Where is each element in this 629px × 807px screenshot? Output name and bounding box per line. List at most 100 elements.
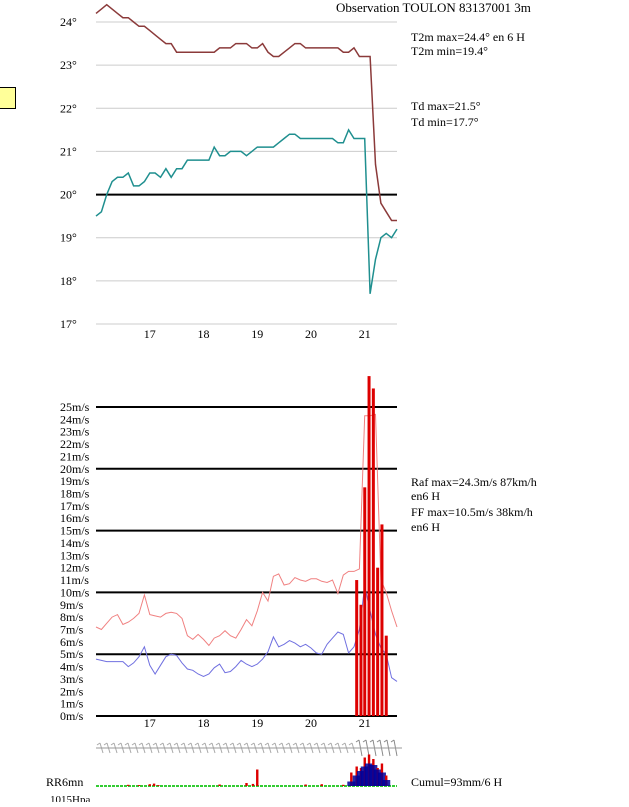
wind-y-tick: 16m/s bbox=[60, 511, 90, 525]
wind-barb-tick bbox=[145, 742, 150, 746]
wind-barb-tick bbox=[201, 742, 206, 746]
wind-y-tick: 19m/s bbox=[60, 474, 90, 488]
rain-bar bbox=[376, 567, 380, 716]
rain-bar bbox=[367, 376, 371, 716]
rain-strip bbox=[96, 754, 397, 787]
wind-barb-tick bbox=[159, 742, 164, 746]
rain-strip-bar bbox=[157, 785, 160, 786]
t2m-max-annotation: T2m max=24.4° en 6 H bbox=[411, 30, 525, 44]
chart-title: Observation TOULON 83137001 3m bbox=[336, 0, 531, 15]
wind-barb-tick bbox=[124, 742, 129, 746]
wind-barb-tick bbox=[271, 742, 276, 746]
temperature-y-tick: 18° bbox=[60, 274, 77, 288]
wind-barb-tick bbox=[117, 742, 122, 746]
gust-series-line bbox=[95, 413, 398, 647]
wind-y-tick: 24m/s bbox=[60, 412, 90, 426]
wind-y-tick: 0m/s bbox=[60, 709, 84, 723]
wind-y-tick: 4m/s bbox=[60, 660, 84, 674]
wind-barb-tick bbox=[215, 742, 220, 746]
t2m-min-annotation: T2m min=19.4° bbox=[411, 44, 488, 58]
rain-strip-bar bbox=[127, 784, 130, 786]
temperature-y-tick-labels: 17° 18° 19° 20° 21° 22° 23° 24° bbox=[60, 15, 77, 331]
td-max-annotation: Td max=21.5° bbox=[411, 99, 481, 113]
wind-barb-tick bbox=[390, 739, 395, 743]
status-flag-box[interactable] bbox=[0, 87, 16, 109]
wind-barb-tick bbox=[222, 742, 227, 746]
wind-series bbox=[95, 413, 398, 682]
temperature-y-tick: 24° bbox=[60, 15, 77, 29]
wind-barb-tick bbox=[131, 742, 136, 746]
wind-barb-tick bbox=[138, 742, 143, 746]
rain-bar bbox=[359, 604, 363, 716]
rain-strip-bar bbox=[342, 784, 345, 786]
wind-barb-tick bbox=[327, 742, 332, 746]
t2m-series-line bbox=[95, 3, 397, 222]
wind-y-tick-labels: 0m/s1m/s2m/s3m/s4m/s5m/s6m/s7m/s8m/s9m/s… bbox=[60, 400, 90, 723]
pressure-label: 1015Hpa bbox=[50, 794, 90, 802]
rain-cumul-bar bbox=[352, 775, 361, 786]
wind-y-tick: 20m/s bbox=[60, 462, 90, 476]
wind-barb-tick bbox=[383, 739, 388, 743]
rain-bar bbox=[355, 580, 359, 716]
rain-cumul-bar bbox=[347, 781, 356, 786]
wind-barb-tick bbox=[369, 739, 374, 743]
wind-barb-tick bbox=[341, 742, 346, 746]
rain-bar bbox=[380, 524, 384, 716]
temperature-y-tick: 20° bbox=[60, 188, 77, 202]
wind-y-tick: 6m/s bbox=[60, 635, 84, 649]
wind-y-tick: 1m/s bbox=[60, 697, 84, 711]
temperature-y-tick: 17° bbox=[60, 317, 77, 331]
wind-speed-series-line bbox=[95, 586, 398, 682]
wind-y-tick: 21m/s bbox=[60, 449, 90, 463]
wind-y-tick: 13m/s bbox=[60, 548, 90, 562]
wind-x-tick: 20 bbox=[305, 716, 317, 730]
wind-x-tick: 21 bbox=[359, 716, 371, 730]
wind-barb-tick bbox=[173, 742, 178, 746]
rr6mn-label: RR6mn bbox=[46, 775, 83, 789]
wind-y-tick: 17m/s bbox=[60, 499, 90, 513]
ff-max-period: en6 H bbox=[411, 520, 440, 534]
wind-x-tick: 18 bbox=[198, 716, 210, 730]
temperature-x-tick: 19 bbox=[251, 327, 263, 341]
wind-y-tick: 15m/s bbox=[60, 524, 90, 538]
wind-y-tick: 18m/s bbox=[60, 487, 90, 501]
wind-barb-tick bbox=[166, 742, 171, 746]
wind-barb-tick bbox=[187, 742, 192, 746]
temperature-x-tick-labels: 17 18 19 20 21 bbox=[144, 327, 371, 341]
wind-barb-tick bbox=[250, 742, 255, 746]
temperature-x-tick: 17 bbox=[144, 327, 156, 341]
wind-barb-tick bbox=[264, 742, 269, 746]
rain-cumul-bar bbox=[382, 780, 391, 786]
wind-y-tick: 2m/s bbox=[60, 684, 84, 698]
rain-cumul-bar bbox=[360, 766, 369, 786]
wind-barb-tick bbox=[299, 742, 304, 746]
temperature-x-tick: 20 bbox=[305, 327, 317, 341]
wind-barb-tick bbox=[348, 742, 353, 746]
temperature-x-tick: 21 bbox=[359, 327, 371, 341]
rain-strip-bar bbox=[304, 784, 307, 786]
wind-barb-tick bbox=[152, 742, 157, 746]
wind-y-tick: 10m/s bbox=[60, 585, 90, 599]
rain-strip-bar bbox=[320, 784, 323, 786]
rain-strip-bar bbox=[218, 784, 221, 786]
wind-y-tick: 23m/s bbox=[60, 425, 90, 439]
wind-x-tick: 19 bbox=[251, 716, 263, 730]
rain-cumul-bar bbox=[373, 769, 382, 786]
raf-max-period: en6 H bbox=[411, 489, 440, 503]
rain-strip-bar bbox=[152, 783, 156, 786]
wind-barb-tick bbox=[243, 742, 248, 746]
wind-barb-tick bbox=[229, 742, 234, 746]
wind-barb-tick bbox=[376, 739, 381, 743]
wind-barb-tick bbox=[320, 742, 325, 746]
wind-barb-tick bbox=[194, 742, 199, 746]
rain-strip-bar bbox=[245, 783, 248, 786]
td-min-annotation: Td min=17.7° bbox=[411, 115, 479, 129]
wind-panel-rain-bars bbox=[355, 376, 388, 716]
wind-barb-tick bbox=[334, 742, 339, 746]
wind-barb-strip bbox=[96, 739, 402, 757]
rain-strip-bar bbox=[350, 772, 353, 786]
rain-bar bbox=[384, 635, 388, 716]
wind-barb-tick bbox=[278, 742, 283, 746]
wind-y-tick: 11m/s bbox=[60, 573, 89, 587]
